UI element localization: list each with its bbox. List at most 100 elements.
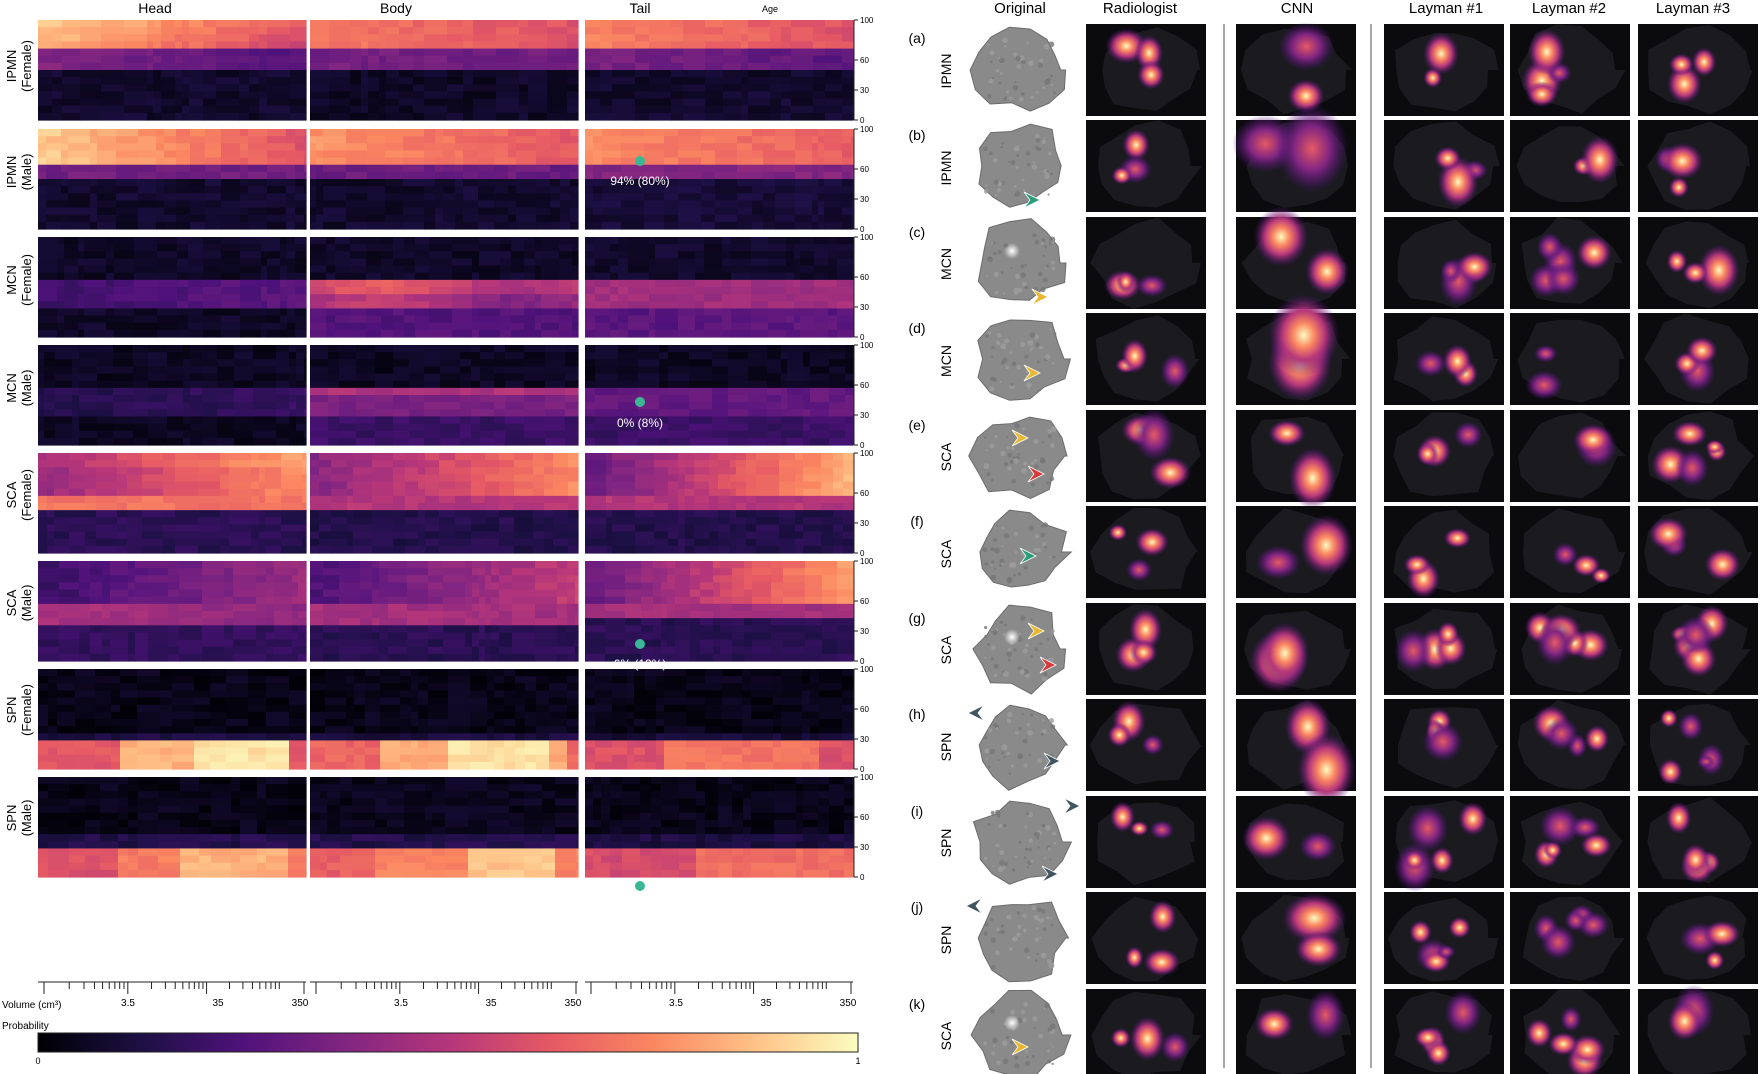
annotation-dot [635,639,645,649]
age-tick-label: 60 [860,705,869,714]
ct-image [960,989,1080,1074]
heatmap-panel [38,20,307,121]
annotation-dot [635,397,645,407]
saliency-map [1236,603,1356,695]
saliency-map [1638,892,1758,984]
age-tick-label: 0 [860,333,865,342]
age-tick-label: 100 [860,449,874,458]
ct-image [960,506,1080,598]
age-tick-label: 30 [860,735,869,744]
saliency-map [1086,408,1206,502]
age-tick-label: 0 [860,441,865,450]
x-tick-tail-350: 350 [840,998,857,1009]
arrowhead-marker [1023,191,1041,209]
age-tick-label: 100 [860,341,874,350]
ct-image [960,892,1080,984]
case-letter: (b) [908,127,925,143]
saliency-map [1638,984,1758,1074]
heatmap-panel [38,453,307,554]
saliency-map [1384,24,1504,116]
saliency-map [1086,120,1206,212]
saliency-map [1086,699,1206,791]
colorbar-tick-0: 0 [35,1056,40,1066]
heatmap-panel [38,345,307,446]
case-label: IPMN [938,151,954,186]
case-letter: (j) [911,899,923,915]
row-label-sex: (Male) [19,800,34,837]
saliency-map [1384,699,1504,791]
ct-image [960,120,1080,212]
row-label-1: IPMN (Male) [4,154,34,191]
saliency-map [1384,410,1504,502]
x-tick-body-350: 350 [565,998,582,1009]
heatmap-panel [38,561,307,662]
saliency-map [1510,313,1630,405]
case-letter: (d) [908,320,925,336]
saliency-map [1232,104,1356,212]
ct-image [960,410,1080,502]
case-letter: (h) [908,706,925,722]
saliency-map [1638,120,1758,212]
case-label: SCA [938,635,954,664]
case-letter: (k) [909,996,925,1012]
case-label: SPN [938,829,954,858]
age-tick-label: 100 [860,125,874,134]
row-label-sex: (Male) [19,370,34,407]
col-header-cnn: CNN [1281,0,1314,17]
heatmap-panel [310,561,579,662]
annotation-text: 0% (0%) [617,899,663,913]
case-label: SPN [938,733,954,762]
age-tick-label: 30 [860,411,869,420]
saliency-map [1638,410,1758,502]
age-tick-label: 100 [860,665,874,674]
age-tick-label: 0 [860,549,865,558]
age-tick-label: 60 [860,813,869,822]
saliency-map [1510,506,1630,598]
saliency-map [1638,217,1758,309]
arrowhead-marker [1039,656,1057,674]
x-tick-tail-3.5: 3.5 [669,998,683,1009]
col-header-tail: Tail [629,0,650,16]
age-tick-label: 30 [860,303,869,312]
saliency-map [1638,24,1758,116]
row-label-group: MCN [4,373,19,403]
saliency-map [1510,796,1630,888]
heatmap-panel [38,129,307,230]
saliency-map [1384,603,1504,695]
case-label: SCA [938,1021,954,1050]
annotation-mcn-male: 0% (8%) [617,397,663,430]
age-axis-header: Age [762,4,778,14]
saliency-map [1086,796,1206,888]
col-header-layman-3: Layman #3 [1656,0,1730,17]
age-tick-label: 30 [860,86,869,95]
case-row [960,408,1758,509]
saliency-map [1236,796,1356,888]
col-header-radiologist: Radiologist [1103,0,1178,17]
case-row [960,294,1758,405]
arrowhead-marker [1031,288,1049,306]
row-label-2: MCN (Female) [4,254,34,306]
saliency-map [1086,603,1206,695]
row-label-5: SCA (Male) [4,585,34,622]
annotation-text: 94% (80%) [610,174,669,188]
age-tick-label: 0 [860,873,865,882]
row-label-7: SPN (Male) [4,800,34,837]
arrowhead-marker [1011,429,1029,447]
saliency-map [1510,603,1630,695]
age-tick-label: 30 [860,627,869,636]
heatmap-panel [310,20,579,121]
saliency-map [1510,699,1630,791]
case-label: MCN [938,248,954,280]
age-tick-label: 60 [860,381,869,390]
case-label: SPN [938,926,954,955]
saliency-map [1638,313,1758,405]
case-label: IPMN [938,54,954,89]
row-label-sex: (Female) [19,40,34,92]
heatmap-panel [310,129,579,230]
case-row [960,506,1758,599]
row-label-sex: (Male) [19,585,34,622]
annotation-spn-male: 0% (0%) [617,881,663,913]
arrowhead-marker [1027,622,1045,640]
case-row [960,104,1758,212]
